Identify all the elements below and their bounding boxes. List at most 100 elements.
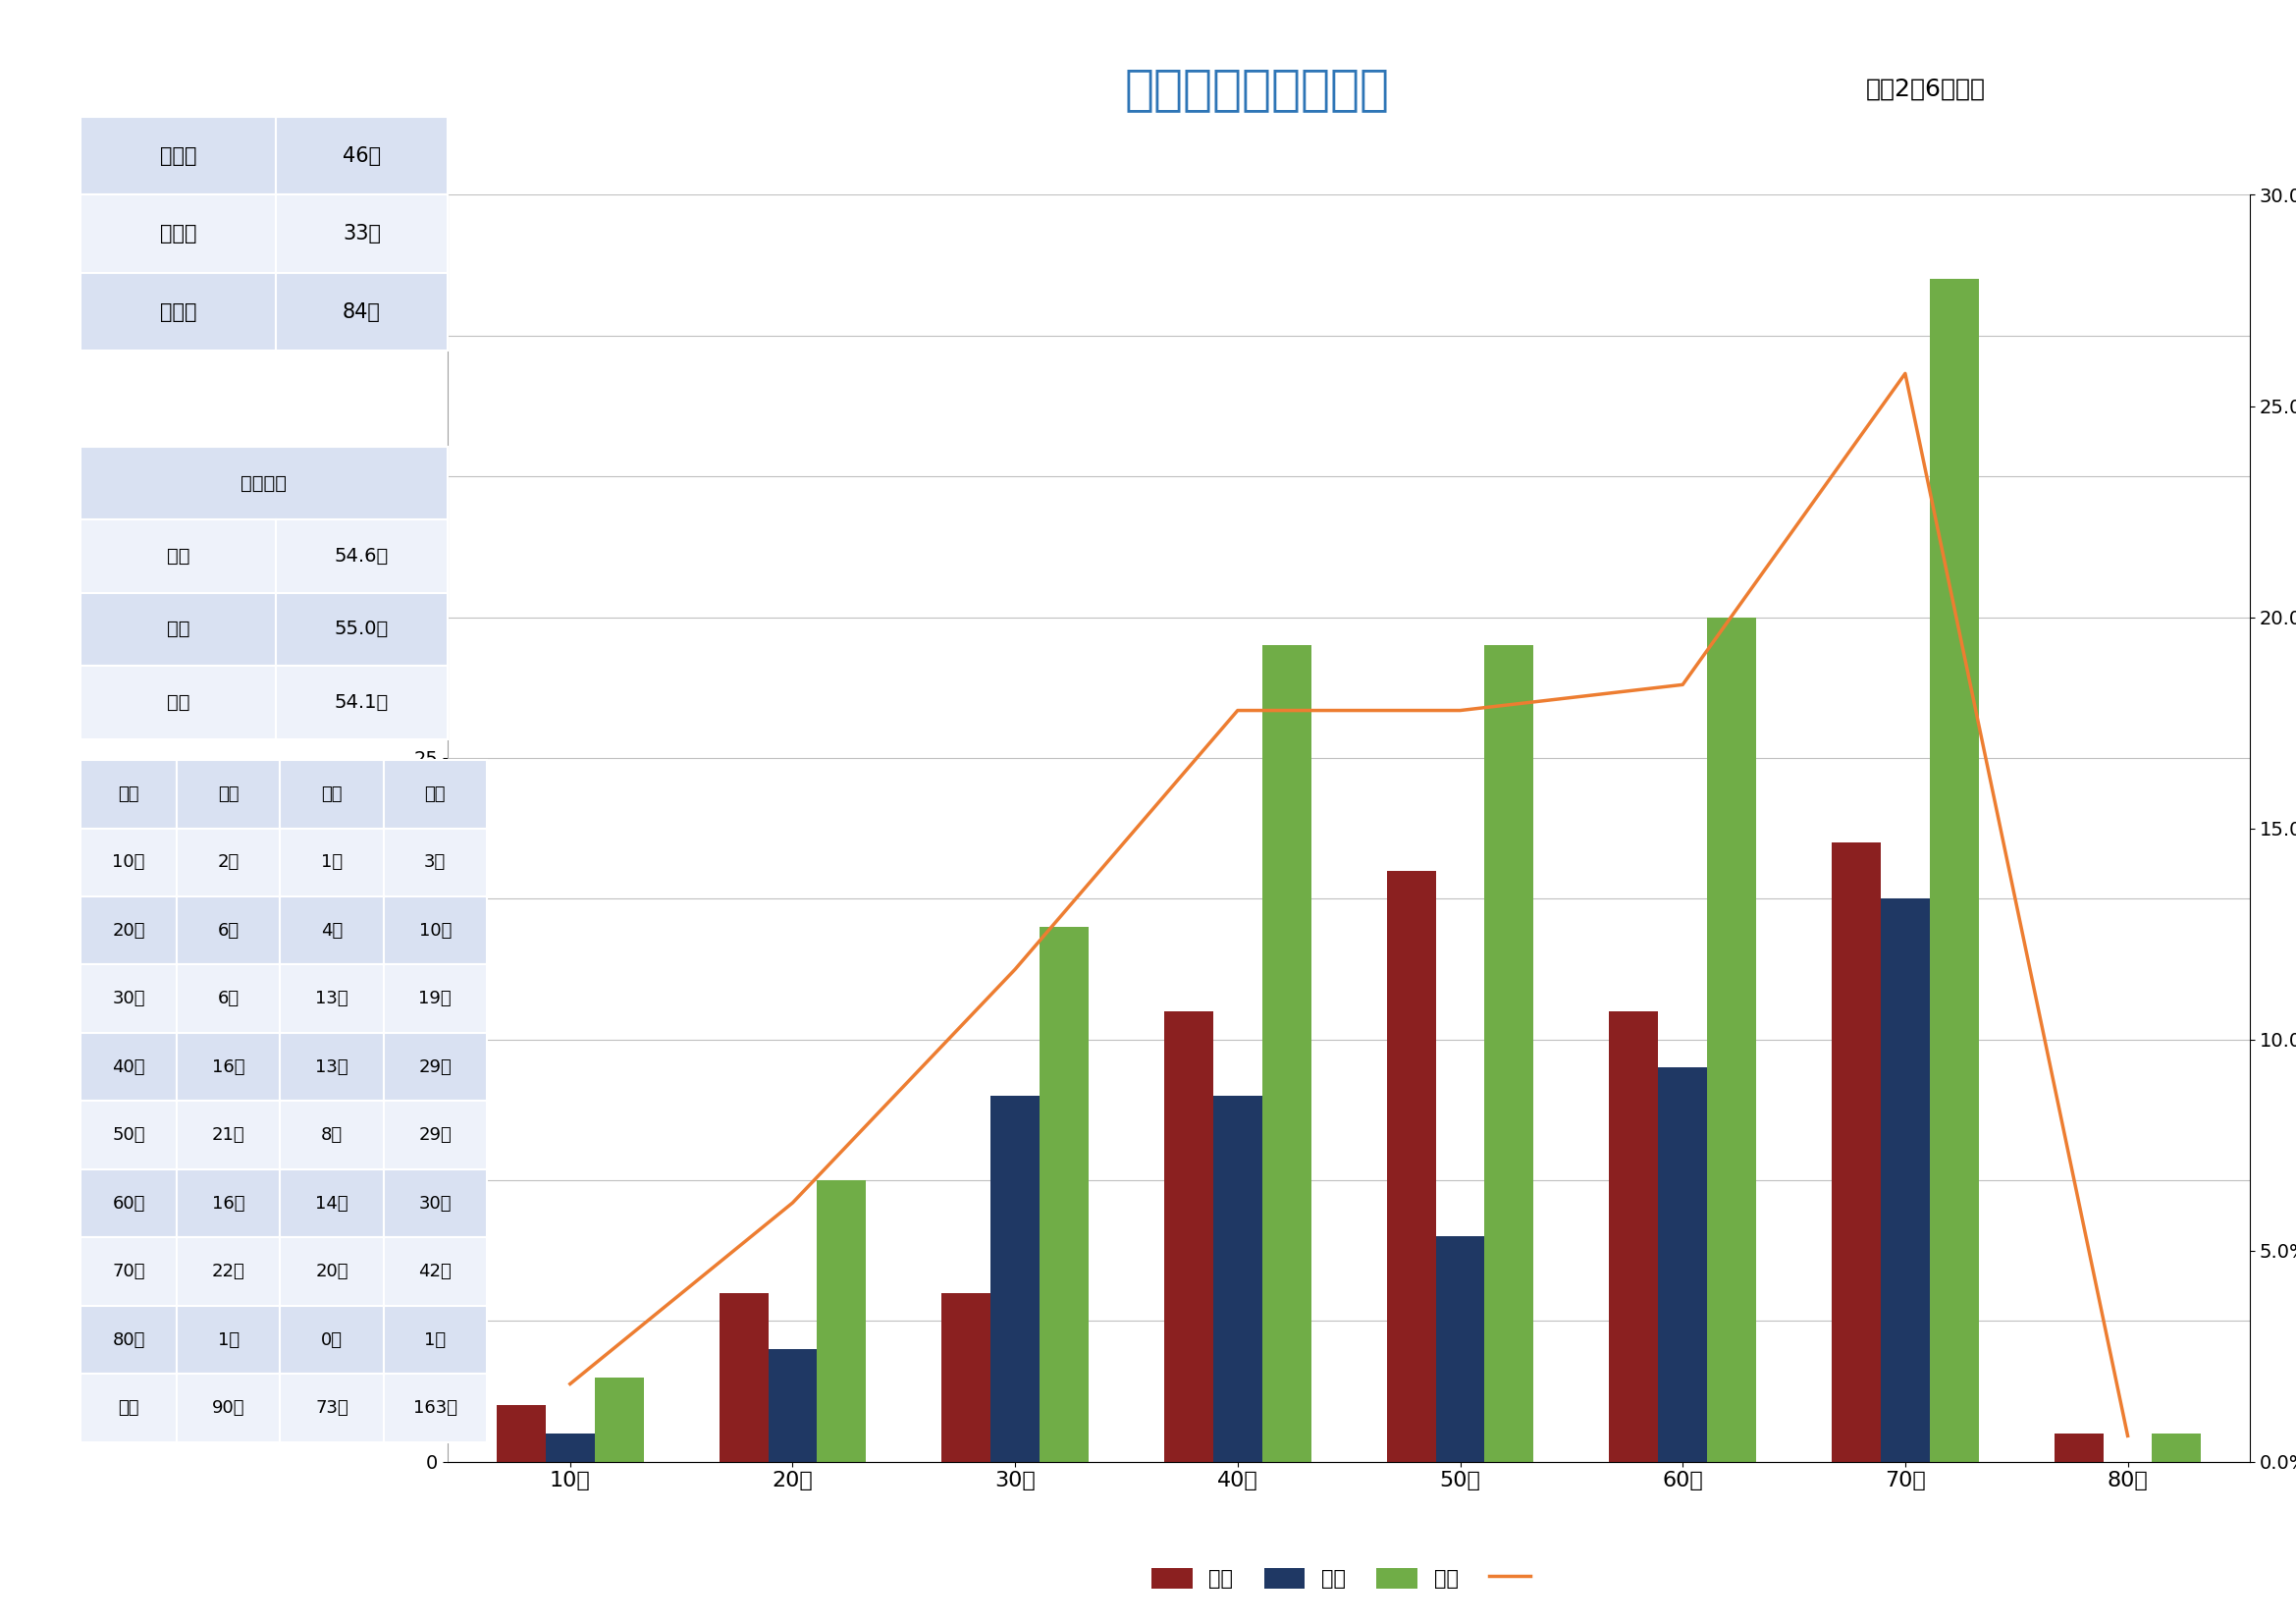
FancyBboxPatch shape (80, 520, 276, 593)
Text: 20代: 20代 (113, 922, 145, 939)
Bar (1486, 645, 1534, 1462)
FancyBboxPatch shape (80, 1374, 177, 1442)
Bar (1609, 1012, 1658, 1462)
FancyBboxPatch shape (280, 1101, 383, 1169)
FancyBboxPatch shape (80, 896, 177, 965)
Bar (2151, 1434, 2202, 1462)
FancyBboxPatch shape (383, 828, 487, 896)
FancyBboxPatch shape (383, 1374, 487, 1442)
Text: 29名: 29名 (418, 1059, 452, 1075)
FancyBboxPatch shape (276, 666, 448, 739)
FancyBboxPatch shape (276, 117, 448, 195)
Bar (595, 1377, 643, 1462)
Text: 全体: 全体 (425, 786, 445, 802)
Text: 84名: 84名 (342, 302, 381, 322)
FancyBboxPatch shape (177, 1306, 280, 1374)
Bar (990, 1096, 1040, 1462)
Bar (1658, 1067, 1708, 1462)
FancyBboxPatch shape (280, 1306, 383, 1374)
Text: 男性: 男性 (165, 693, 191, 711)
FancyBboxPatch shape (80, 760, 177, 828)
Bar (1212, 1096, 1263, 1462)
FancyBboxPatch shape (80, 1237, 177, 1306)
Text: 合計: 合計 (117, 1400, 140, 1416)
FancyBboxPatch shape (177, 1237, 280, 1306)
FancyBboxPatch shape (80, 273, 276, 351)
Text: 33名: 33名 (342, 224, 381, 244)
Bar (546, 1434, 595, 1462)
Text: 女性: 女性 (218, 786, 239, 802)
Text: 30名: 30名 (418, 1195, 452, 1212)
FancyBboxPatch shape (177, 1101, 280, 1169)
FancyBboxPatch shape (80, 1306, 177, 1374)
Text: 正社員: 正社員 (158, 146, 197, 166)
FancyBboxPatch shape (177, 1033, 280, 1101)
FancyBboxPatch shape (383, 1101, 487, 1169)
Bar (1929, 279, 1979, 1462)
FancyBboxPatch shape (80, 593, 276, 666)
Text: 男性: 男性 (321, 786, 342, 802)
Text: 13名: 13名 (315, 1059, 349, 1075)
Text: 54.1歳: 54.1歳 (335, 693, 388, 711)
Text: パート: パート (158, 302, 197, 322)
FancyBboxPatch shape (280, 1033, 383, 1101)
Text: 30代: 30代 (113, 991, 145, 1007)
Text: 全体: 全体 (165, 547, 191, 565)
Text: 54.6歳: 54.6歳 (335, 547, 388, 565)
Text: 90名: 90名 (211, 1400, 246, 1416)
Legend: 女性, 男性, 全体, : 女性, 男性, 全体, (1143, 1559, 1554, 1596)
FancyBboxPatch shape (280, 1237, 383, 1306)
Bar (1040, 927, 1088, 1462)
FancyBboxPatch shape (276, 520, 448, 593)
FancyBboxPatch shape (80, 117, 276, 195)
Text: 16名: 16名 (211, 1195, 246, 1212)
Text: 13名: 13名 (315, 991, 349, 1007)
FancyBboxPatch shape (280, 1169, 383, 1237)
FancyBboxPatch shape (80, 195, 276, 273)
Text: 16名: 16名 (211, 1059, 246, 1075)
Text: 3名: 3名 (425, 854, 445, 870)
Text: 40代: 40代 (113, 1059, 145, 1075)
Text: 4名: 4名 (321, 922, 342, 939)
FancyBboxPatch shape (177, 1374, 280, 1442)
Text: 女性: 女性 (165, 620, 191, 638)
Text: 2名: 2名 (218, 854, 239, 870)
Text: 19名: 19名 (418, 991, 452, 1007)
Bar (2055, 1434, 2103, 1462)
Bar (941, 1293, 990, 1462)
Bar (1263, 645, 1311, 1462)
Text: 55.0歳: 55.0歳 (335, 620, 388, 638)
FancyBboxPatch shape (383, 1237, 487, 1306)
FancyBboxPatch shape (383, 1306, 487, 1374)
Bar (1435, 1236, 1486, 1462)
Bar (817, 1181, 866, 1462)
Text: 1名: 1名 (218, 1332, 239, 1348)
FancyBboxPatch shape (280, 896, 383, 965)
Text: 10代: 10代 (113, 854, 145, 870)
Text: 21名: 21名 (211, 1127, 246, 1143)
Bar (719, 1293, 769, 1462)
Text: 60代: 60代 (113, 1195, 145, 1212)
Bar (496, 1405, 546, 1462)
FancyBboxPatch shape (276, 273, 448, 351)
Text: 準社員: 準社員 (158, 224, 197, 244)
Text: 14名: 14名 (315, 1195, 349, 1212)
FancyBboxPatch shape (280, 760, 383, 828)
FancyBboxPatch shape (383, 760, 487, 828)
FancyBboxPatch shape (280, 828, 383, 896)
Text: 22名: 22名 (211, 1263, 246, 1280)
Text: 20名: 20名 (315, 1263, 349, 1280)
FancyBboxPatch shape (80, 1169, 177, 1237)
Text: 50代: 50代 (113, 1127, 145, 1143)
Text: 0名: 0名 (321, 1332, 342, 1348)
Text: 1名: 1名 (425, 1332, 445, 1348)
Bar (1880, 898, 1929, 1462)
Text: 6名: 6名 (218, 991, 239, 1007)
Bar (769, 1350, 817, 1462)
Text: スタッフの年齢構成: スタッフの年齢構成 (1125, 65, 1389, 114)
Text: 1名: 1名 (321, 854, 342, 870)
Text: 6名: 6名 (218, 922, 239, 939)
FancyBboxPatch shape (177, 760, 280, 828)
FancyBboxPatch shape (383, 896, 487, 965)
Text: 10名: 10名 (418, 922, 452, 939)
